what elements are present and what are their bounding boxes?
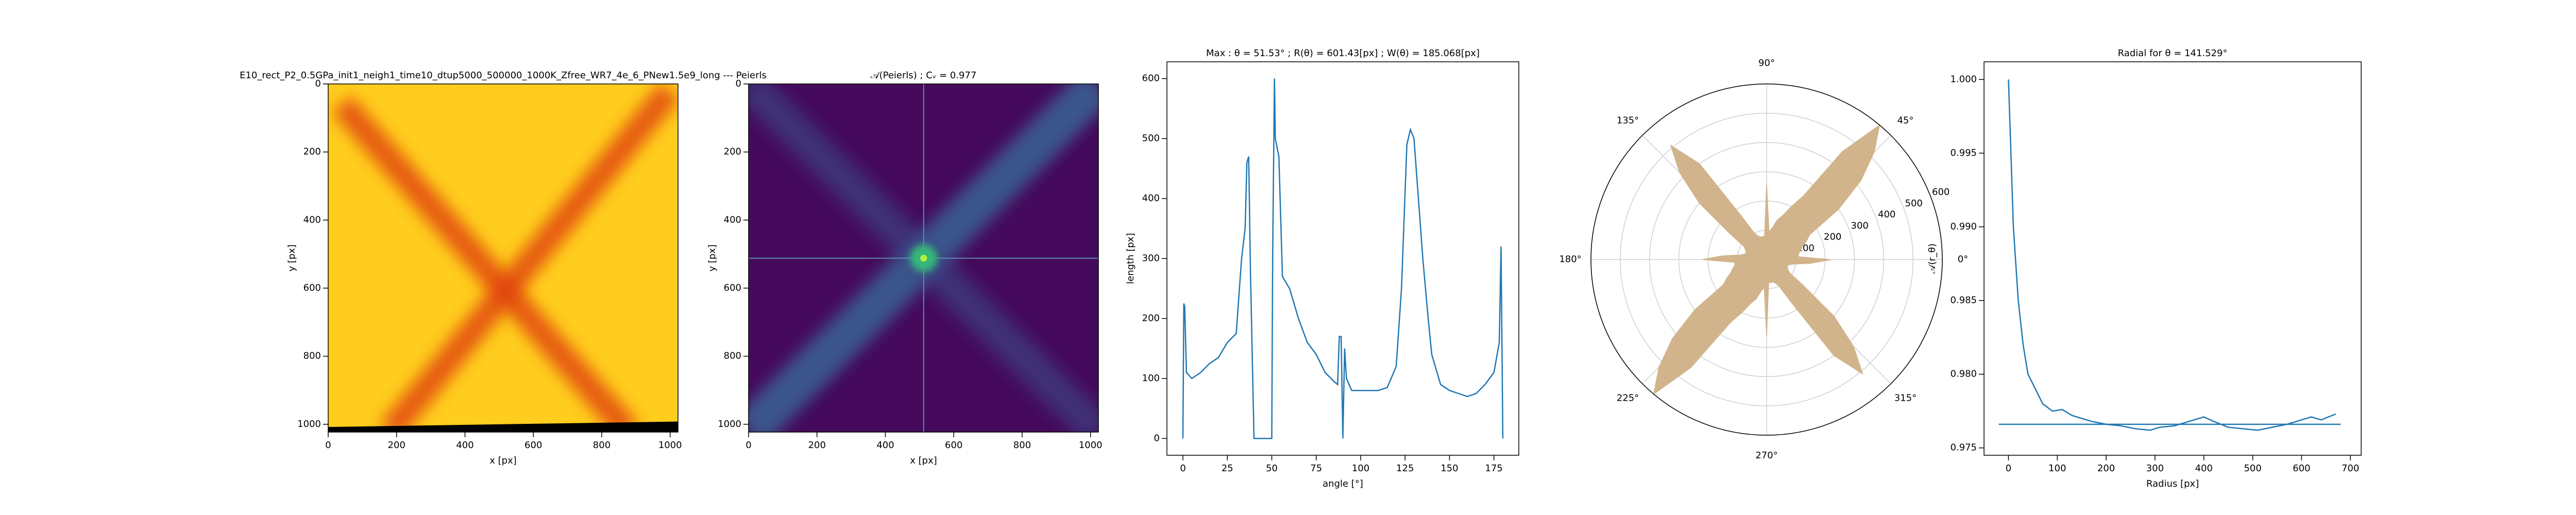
x-tick-label: 1000 [1079,440,1103,451]
x-tick-label: 0 [745,440,751,451]
y-tick-label: 200 [1142,313,1160,323]
y-axis-label: y [px] [286,245,297,272]
axes-frame [1984,61,2362,456]
y-tick-label: 200 [303,146,321,157]
image [749,84,1098,432]
y-tick-label: 500 [1142,133,1160,144]
data-line [2008,79,2336,431]
x-axis-label: x [px] [910,455,937,466]
x-tick-label: 50 [1266,463,1278,474]
y-tick-label: 1000 [718,419,741,430]
y-tick-label: 0.990 [1950,221,1977,232]
y-tick-label: 800 [303,351,321,362]
y-tick-label: 1000 [297,419,321,430]
x-tick-label: 200 [388,440,405,451]
y-tick-label: 600 [303,282,321,293]
theta-tick-label: 90° [1758,58,1775,68]
theta-tick-label: 135° [1617,115,1639,126]
image-edge [328,421,678,432]
y-tick-label: 600 [1142,73,1160,84]
chart-title: Max : θ = 51.53° ; R(θ) = 601.43[px] ; W… [1206,48,1480,59]
x-tick-label: 200 [2097,463,2115,474]
axes-frame [328,83,679,433]
polar-area [1653,124,1880,395]
image-peak [920,254,927,262]
y-axis-label: y [px] [707,245,718,272]
x-tick-label: 300 [2146,463,2164,474]
r-tick-label: 400 [1878,209,1895,220]
y-tick-label: 0 [1154,433,1160,443]
x-tick-label: 0 [325,440,331,451]
y-tick-label: 800 [724,351,741,362]
y-axis-label: 𝒜(r_θ) [1927,244,1938,274]
image-band [332,96,639,432]
y-tick-label: 0.985 [1950,295,1977,306]
x-tick-label: 800 [1013,440,1031,451]
chart-title: Radial for θ = 141.529° [2118,48,2228,59]
y-tick-label: 200 [724,146,741,157]
r-grid-line [1649,142,1885,377]
polar-frame [1590,83,1943,436]
x-tick-label: 400 [456,440,473,451]
x-axis-label: angle [°] [1323,478,1363,489]
y-tick-label: 0.980 [1950,369,1977,380]
axes-frame [748,83,1099,433]
r-tick-label: 600 [1932,187,1950,198]
y-tick-label: 0.995 [1950,147,1977,158]
chart-title: 𝒜(Peierls) ; Cᵥ = 0.977 [871,70,977,81]
x-tick-label: 75 [1310,463,1322,474]
y-tick-label: 400 [724,214,741,225]
y-axis-label: length [px] [1125,233,1136,284]
x-tick-label: 400 [2195,463,2213,474]
x-tick-label: 200 [808,440,826,451]
image [328,84,678,432]
y-tick-label: 400 [1142,193,1160,204]
image-band [380,84,678,432]
x-tick-label: 1000 [658,440,682,451]
x-tick-label: 25 [1222,463,1233,474]
theta-tick-label: 315° [1894,392,1917,403]
x-tick-label: 100 [2048,463,2066,474]
theta-tick-label: 45° [1897,115,1913,126]
x-tick-label: 0 [2006,463,2011,474]
chart-title: E10_rect_P2_0.5GPa_init1_neigh1_time10_d… [240,70,767,81]
data-line [1182,78,1504,439]
r-grid-line [1678,171,1855,348]
x-tick-label: 125 [1396,463,1414,474]
x-tick-label: 100 [1352,463,1369,474]
r-tick-label: 200 [1824,232,1841,243]
y-tick-label: 400 [303,214,321,225]
x-tick-label: 400 [876,440,894,451]
r-grid-line [1620,113,1913,406]
x-tick-label: 600 [945,440,962,451]
y-tick-label: 0 [315,78,321,89]
x-tick-label: 500 [2244,463,2261,474]
x-tick-label: 700 [2342,463,2359,474]
y-tick-label: 1.000 [1950,74,1977,84]
x-tick-label: 0 [1180,463,1185,474]
y-tick-label: 600 [724,282,741,293]
r-tick-label: 300 [1851,220,1869,231]
theta-tick-label: 180° [1559,254,1581,265]
x-tick-label: 150 [1440,463,1458,474]
x-tick-label: 600 [524,440,542,451]
y-tick-label: 0.975 [1950,442,1977,453]
y-tick-label: 300 [1142,253,1160,264]
y-tick-label: 100 [1142,373,1160,384]
x-tick-label: 800 [593,440,611,451]
theta-tick-label: 270° [1755,450,1777,461]
theta-tick-label: 0° [1958,254,1968,265]
x-axis-label: Radius [px] [2146,478,2199,489]
x-tick-label: 175 [1485,463,1503,474]
theta-tick-label: 225° [1617,392,1639,403]
y-tick-label: 0 [736,78,741,89]
x-axis-label: x [px] [489,455,517,466]
r-tick-label: 500 [1905,198,1923,209]
x-tick-label: 600 [2293,463,2310,474]
